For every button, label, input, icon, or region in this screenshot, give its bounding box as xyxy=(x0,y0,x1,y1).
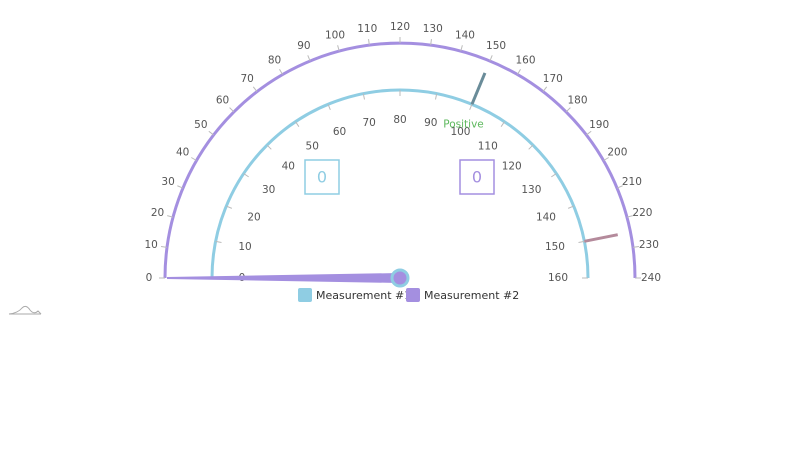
annotation: Positive xyxy=(443,119,483,131)
tick-label: 40 xyxy=(282,160,295,172)
tick-label: 100 xyxy=(450,126,470,138)
tick-label: 80 xyxy=(268,55,281,67)
value-label: 0 xyxy=(317,168,327,187)
tick-label: 90 xyxy=(297,40,310,52)
tick-label: 60 xyxy=(333,126,346,138)
tick-mark xyxy=(489,55,493,62)
tick-mark xyxy=(279,69,283,75)
tick-label: 220 xyxy=(632,207,652,219)
tick-mark xyxy=(307,55,311,62)
tick-label: 120 xyxy=(502,160,522,172)
tick-mark xyxy=(517,69,521,75)
tick-label: 160 xyxy=(548,272,568,284)
tick-label: 150 xyxy=(486,40,506,52)
tick-mark xyxy=(435,93,438,100)
tick-label: 10 xyxy=(238,241,251,253)
tick-mark xyxy=(167,215,174,218)
tick-mark xyxy=(243,173,249,178)
range-marker xyxy=(470,72,487,105)
tick-label: 230 xyxy=(639,239,659,251)
tick-mark xyxy=(603,157,609,161)
tick-label: 70 xyxy=(362,117,375,129)
tick-mark xyxy=(252,86,258,92)
tick-mark xyxy=(368,38,370,46)
tick-mark xyxy=(500,121,505,127)
tick-label: 90 xyxy=(424,117,437,129)
tick-label: 190 xyxy=(589,119,609,131)
tick-mark xyxy=(616,185,623,189)
tick-mark xyxy=(327,104,331,111)
legend-label: Measurement #1 xyxy=(316,289,411,302)
tick-label: 150 xyxy=(545,241,565,253)
tick-label: 20 xyxy=(247,212,260,224)
tick-label: 80 xyxy=(393,114,406,126)
tick-label: 130 xyxy=(423,23,443,35)
legend-swatch xyxy=(298,288,312,302)
tick-mark xyxy=(632,246,640,248)
tick-mark xyxy=(626,215,633,218)
tick-mark xyxy=(191,157,197,161)
tick-label: 130 xyxy=(521,184,541,196)
tick-label: 170 xyxy=(543,73,563,85)
tick-mark xyxy=(362,93,365,100)
value-box xyxy=(459,159,495,195)
tick-mark xyxy=(229,107,235,113)
tick-label: 240 xyxy=(641,272,661,284)
tick-label: 110 xyxy=(478,141,498,153)
legend-label: Measurement #2 xyxy=(424,289,519,302)
tick-label: 210 xyxy=(622,176,642,188)
tick-label: 110 xyxy=(357,23,377,35)
tick-mark xyxy=(295,121,300,127)
tick-mark xyxy=(551,173,557,178)
tick-mark xyxy=(208,130,214,136)
legend-swatch xyxy=(406,288,420,302)
tick-label: 30 xyxy=(161,176,174,188)
tick-mark xyxy=(460,45,463,52)
tick-mark xyxy=(565,107,571,113)
tick-label: 140 xyxy=(536,212,556,224)
tick-label: 60 xyxy=(216,95,229,107)
tick-mark xyxy=(528,144,534,150)
needle-hub xyxy=(390,268,410,288)
tick-mark xyxy=(226,205,233,209)
tick-mark xyxy=(215,240,222,243)
tick-label: 20 xyxy=(151,207,164,219)
value-label: 0 xyxy=(472,168,482,187)
tick-mark xyxy=(578,240,585,243)
logo[interactable] xyxy=(8,305,42,315)
tick-mark xyxy=(177,185,184,189)
tick-label: 160 xyxy=(515,55,535,67)
value-box xyxy=(304,159,340,195)
tick-label: 140 xyxy=(455,30,475,42)
needle xyxy=(167,273,400,283)
tick-mark xyxy=(266,144,272,150)
tick-label: 50 xyxy=(306,141,319,153)
tick-label: 30 xyxy=(262,184,275,196)
tick-mark xyxy=(160,246,168,248)
tick-mark xyxy=(430,38,432,46)
tick-mark xyxy=(337,45,340,52)
tick-label: 10 xyxy=(144,239,157,251)
tick-label: 50 xyxy=(194,119,207,131)
tick-label: 40 xyxy=(176,147,189,159)
tick-label: 180 xyxy=(567,95,587,107)
tick-mark xyxy=(586,130,592,136)
range-marker xyxy=(584,233,619,243)
tick-label: 100 xyxy=(325,30,345,42)
tick-mark xyxy=(567,205,574,209)
tick-label: 120 xyxy=(390,21,410,33)
tick-label: 0 xyxy=(146,272,153,284)
tick-label: 70 xyxy=(241,73,254,85)
tick-label: 200 xyxy=(607,147,627,159)
tick-mark xyxy=(542,86,548,92)
tick-mark xyxy=(469,104,473,111)
